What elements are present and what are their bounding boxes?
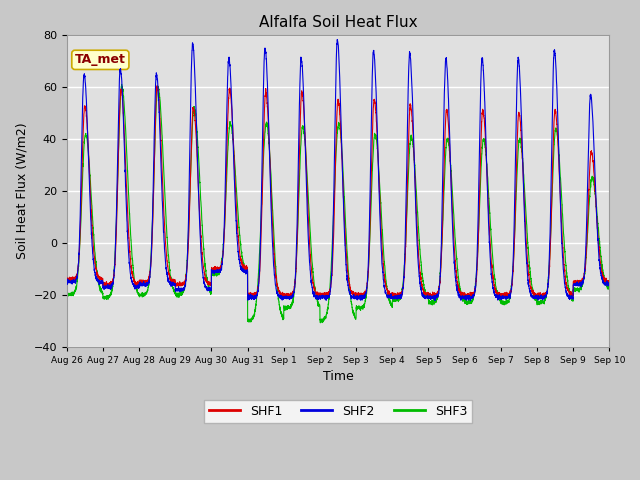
Y-axis label: Soil Heat Flux (W/m2): Soil Heat Flux (W/m2) bbox=[15, 123, 28, 259]
Title: Alfalfa Soil Heat Flux: Alfalfa Soil Heat Flux bbox=[259, 15, 417, 30]
Text: TA_met: TA_met bbox=[75, 53, 126, 66]
Legend: SHF1, SHF2, SHF3: SHF1, SHF2, SHF3 bbox=[204, 400, 472, 423]
X-axis label: Time: Time bbox=[323, 370, 353, 384]
